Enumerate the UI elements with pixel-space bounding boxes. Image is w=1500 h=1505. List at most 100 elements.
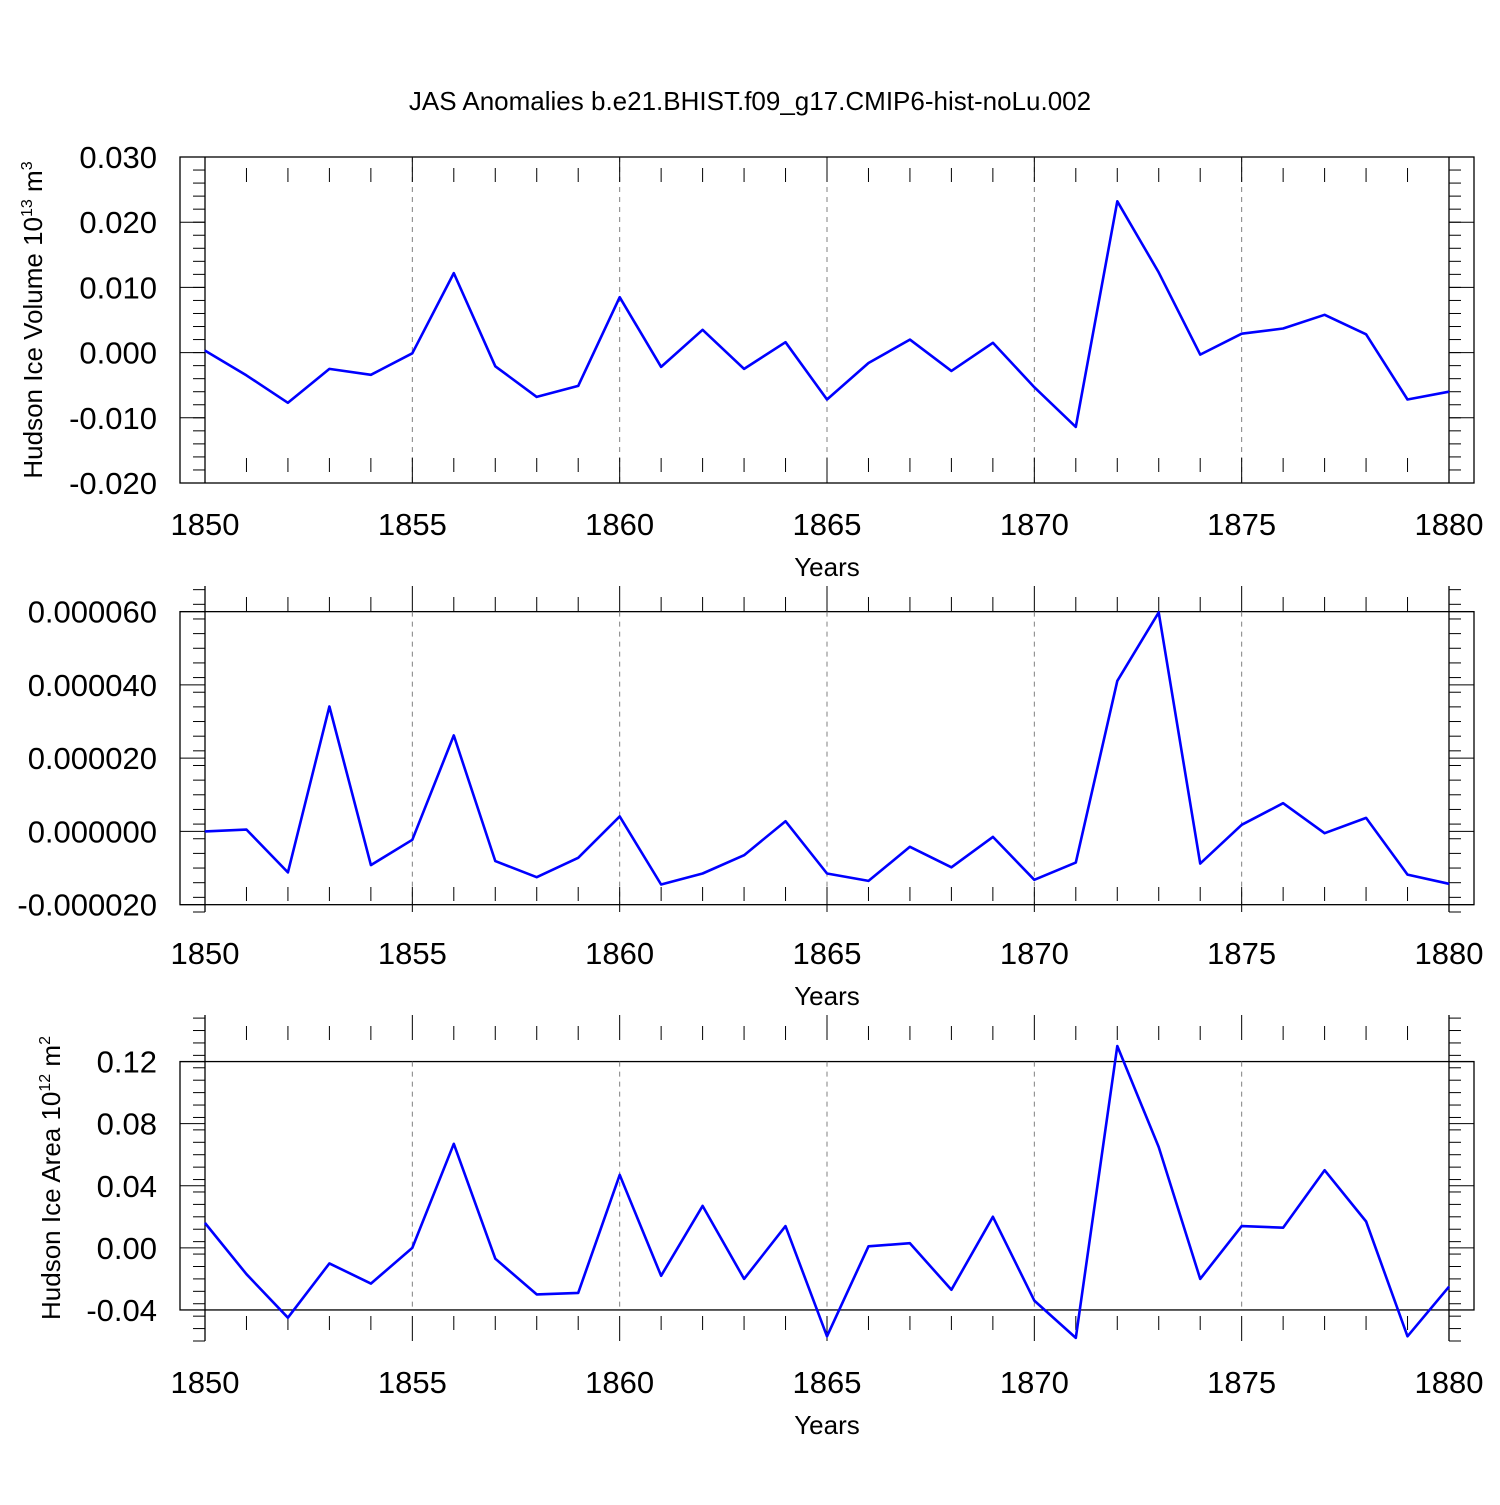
data-point <box>204 350 206 352</box>
data-point <box>411 352 413 354</box>
data-point <box>1075 862 1077 864</box>
data-point <box>909 846 911 848</box>
x-tick-label: 1850 <box>171 507 240 542</box>
panel-1: 0.030 0.020 0.010 0.000 -0.010 -0.020 1850 1855… <box>18 140 1483 582</box>
data-point <box>992 1216 994 1218</box>
data-point <box>536 1293 538 1295</box>
data-point <box>328 706 330 708</box>
x-axis-title: Years <box>794 981 860 1011</box>
data-point <box>660 1275 662 1277</box>
y-tick-label: -0.000020 <box>17 888 157 923</box>
data-point <box>287 871 289 873</box>
data-point <box>826 1335 828 1337</box>
data-point <box>1116 1045 1118 1047</box>
data-point <box>1324 832 1326 834</box>
x-tick-label: 1875 <box>1207 507 1276 542</box>
data-point <box>245 1273 247 1275</box>
data-point <box>411 839 413 841</box>
y-tick-label: 0.000060 <box>28 595 157 630</box>
data-point <box>1282 327 1284 329</box>
data-point <box>1365 333 1367 335</box>
y-tick-label: -0.04 <box>86 1293 157 1328</box>
data-point <box>992 342 994 344</box>
x-tick-label: 1855 <box>378 507 447 542</box>
data-point <box>909 1242 911 1244</box>
y-tick-label: 0.000020 <box>28 741 157 776</box>
data-point <box>785 820 787 822</box>
data-point <box>1116 200 1118 202</box>
data-point <box>1199 863 1201 865</box>
y-tick-label: 0.00 <box>97 1231 157 1266</box>
data-point <box>660 884 662 886</box>
data-point <box>1448 1286 1450 1288</box>
x-axis-title: Years <box>794 552 860 582</box>
data-point <box>1158 271 1160 273</box>
data-point <box>245 829 247 831</box>
y-tick-label: 0.08 <box>97 1107 157 1142</box>
data-point <box>1324 1169 1326 1171</box>
series-line <box>204 200 1450 429</box>
data-point <box>743 1278 745 1280</box>
y-tick-label: 0.04 <box>97 1169 157 1204</box>
data-point <box>494 365 496 367</box>
y-tick-label: 0.12 <box>97 1045 157 1080</box>
data-point <box>1241 824 1243 826</box>
data-point <box>1158 1146 1160 1148</box>
x-tick-label: 1860 <box>585 936 654 971</box>
x-tick-label: 1860 <box>585 507 654 542</box>
x-tick-label: 1880 <box>1415 507 1484 542</box>
panel-3: 0.12 0.08 0.04 0.00 -0.04 1850 1855 1860 1865 187… <box>36 1015 1483 1440</box>
data-point <box>536 876 538 878</box>
data-point <box>1199 354 1201 356</box>
data-point <box>287 402 289 404</box>
data-point <box>619 1174 621 1176</box>
x-tick-label: 1860 <box>585 1365 654 1400</box>
data-point <box>1241 333 1243 335</box>
data-point <box>950 866 952 868</box>
y-axis-title: Hudson Ice Area 1012 m2 <box>36 1036 66 1320</box>
data-point <box>577 385 579 387</box>
data-point <box>1282 802 1284 804</box>
data-point <box>1407 1335 1409 1337</box>
data-point <box>1075 1337 1077 1339</box>
y-tick-label: 0.020 <box>79 205 157 240</box>
data-point <box>702 329 704 331</box>
data-point <box>1324 314 1326 316</box>
data-point <box>1033 879 1035 881</box>
y-tick-label: -0.020 <box>69 466 157 501</box>
data-point <box>826 399 828 401</box>
data-point <box>992 836 994 838</box>
x-axis-title: Years <box>794 1410 860 1440</box>
x-tick-label: 1870 <box>1000 1365 1069 1400</box>
x-tick-label: 1865 <box>793 936 862 971</box>
x-tick-label: 1880 <box>1415 936 1484 971</box>
data-point <box>536 396 538 398</box>
figure-title: JAS Anomalies b.e21.BHIST.f09_g17.CMIP6-… <box>409 86 1091 116</box>
panels: 0.030 0.020 0.010 0.000 -0.010 -0.020 1850 1855… <box>17 140 1483 1440</box>
data-point <box>1365 817 1367 819</box>
y-axis-title: Hudson Ice Volume 1013 m3 <box>18 161 48 478</box>
data-point <box>743 368 745 370</box>
data-point <box>370 864 372 866</box>
x-tick-label: 1855 <box>378 1365 447 1400</box>
y-tick-label: 0.000000 <box>28 814 157 849</box>
y-tick-label: 0.010 <box>79 270 157 305</box>
x-tick-label: 1875 <box>1207 1365 1276 1400</box>
x-tick-label: 1850 <box>171 1365 240 1400</box>
data-point <box>1158 611 1160 613</box>
data-point <box>1241 1225 1243 1227</box>
data-point <box>204 1222 206 1224</box>
x-tick-label: 1880 <box>1415 1365 1484 1400</box>
data-point <box>660 366 662 368</box>
data-point <box>950 1289 952 1291</box>
data-point <box>287 1317 289 1319</box>
y-tick-label: 0.000040 <box>28 668 157 703</box>
data-point <box>702 873 704 875</box>
x-tick-label: 1865 <box>793 1365 862 1400</box>
x-tick-label: 1870 <box>1000 936 1069 971</box>
data-point <box>494 1258 496 1260</box>
data-point <box>453 734 455 736</box>
data-point <box>909 339 911 341</box>
data-point <box>328 368 330 370</box>
